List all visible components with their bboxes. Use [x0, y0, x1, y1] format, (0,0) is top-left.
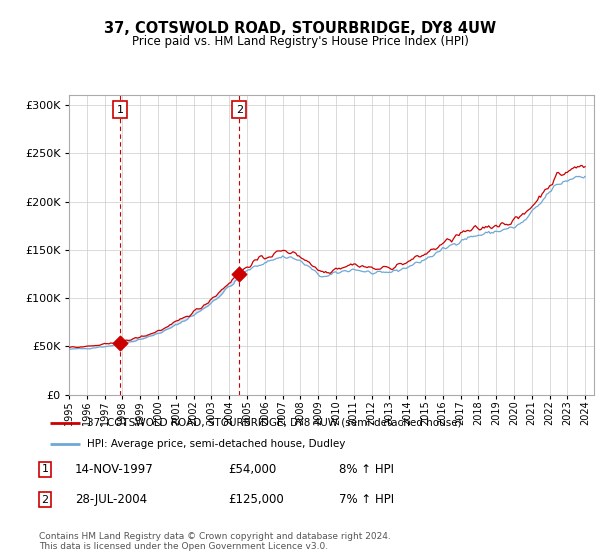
Point	[115, 338, 125, 347]
Text: 1: 1	[41, 464, 49, 474]
Text: 1: 1	[116, 105, 124, 115]
Text: 2: 2	[236, 105, 243, 115]
Text: Price paid vs. HM Land Registry's House Price Index (HPI): Price paid vs. HM Land Registry's House …	[131, 35, 469, 48]
Text: Contains HM Land Registry data © Crown copyright and database right 2024.
This d: Contains HM Land Registry data © Crown c…	[39, 532, 391, 552]
Text: 37, COTSWOLD ROAD, STOURBRIDGE, DY8 4UW: 37, COTSWOLD ROAD, STOURBRIDGE, DY8 4UW	[104, 21, 496, 36]
Point	[235, 269, 244, 278]
Text: 14-NOV-1997: 14-NOV-1997	[75, 463, 154, 476]
Text: £54,000: £54,000	[228, 463, 276, 476]
Text: 2: 2	[41, 494, 49, 505]
Text: 28-JUL-2004: 28-JUL-2004	[75, 493, 147, 506]
Text: 7% ↑ HPI: 7% ↑ HPI	[339, 493, 394, 506]
Text: 8% ↑ HPI: 8% ↑ HPI	[339, 463, 394, 476]
Text: 37, COTSWOLD ROAD, STOURBRIDGE, DY8 4UW (semi-detached house): 37, COTSWOLD ROAD, STOURBRIDGE, DY8 4UW …	[88, 418, 462, 428]
Text: £125,000: £125,000	[228, 493, 284, 506]
Text: HPI: Average price, semi-detached house, Dudley: HPI: Average price, semi-detached house,…	[88, 439, 346, 449]
